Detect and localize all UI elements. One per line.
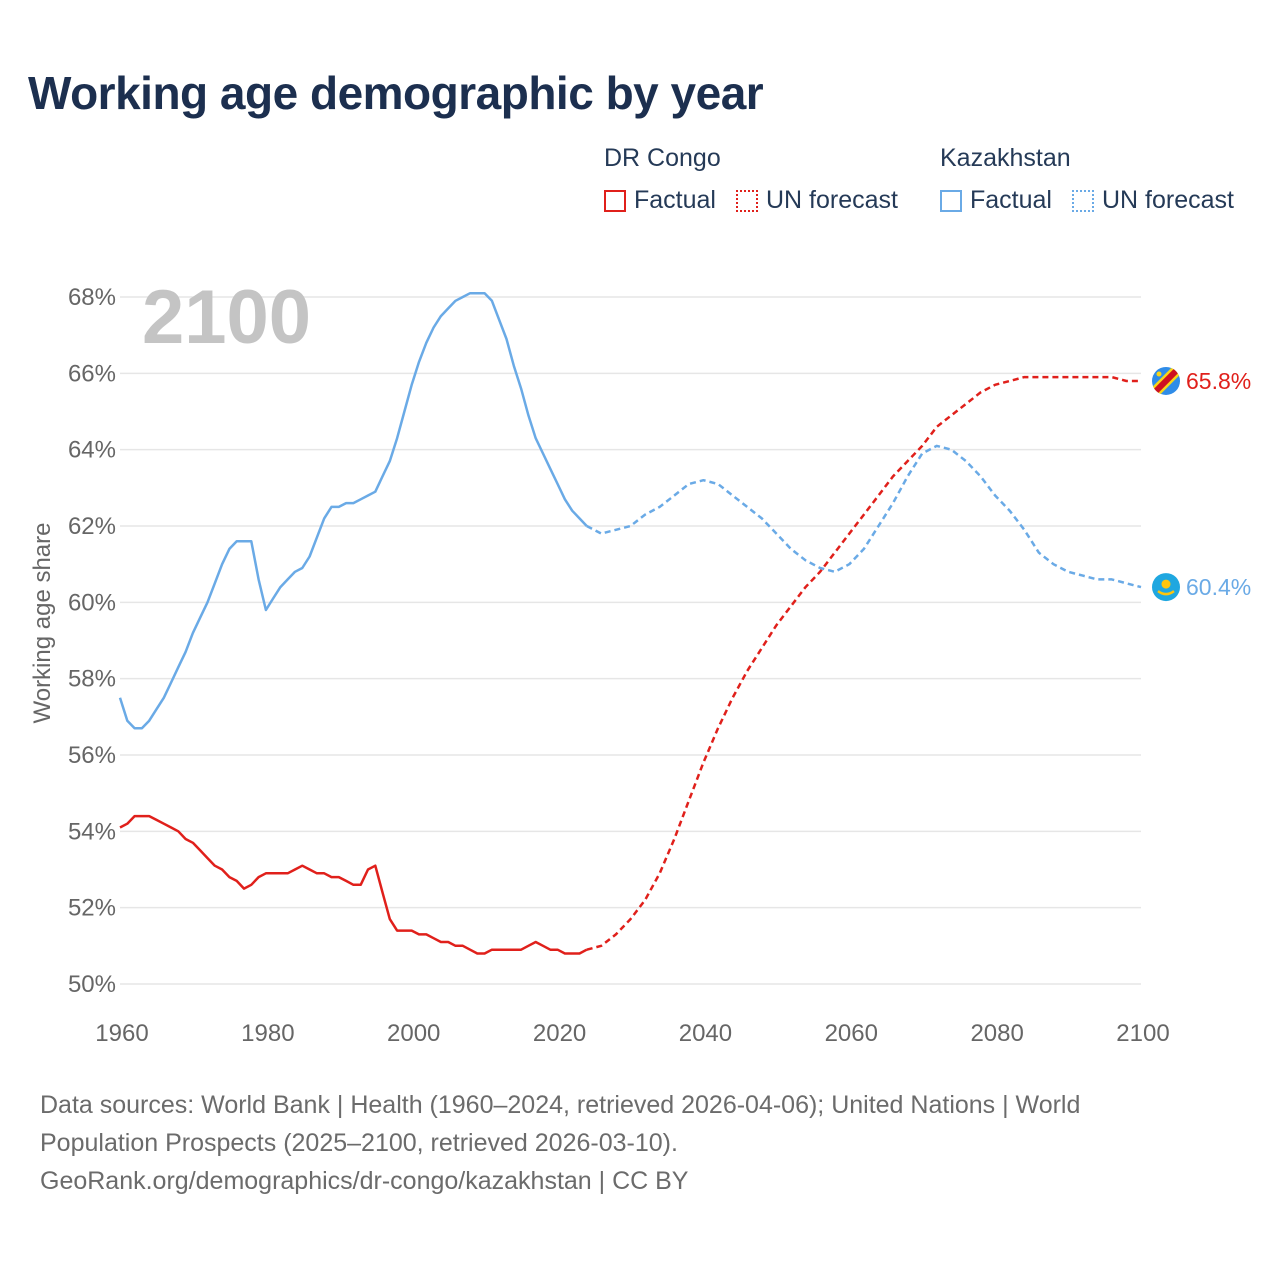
y-tick-label: 50%	[68, 971, 116, 998]
y-tick-label: 64%	[68, 437, 116, 464]
dr-congo-factual-line	[119, 814, 588, 955]
series-lines	[118, 291, 1142, 955]
x-axis-ticks: 1960 1980 2000 2020 2040 2060 2080 2100	[95, 1020, 1169, 1047]
legend-label-forecast: UN forecast	[1102, 186, 1234, 214]
legend-label-factual: Factual	[634, 186, 716, 214]
end-value-label: 65.8%	[1186, 368, 1251, 394]
legend-swatch-dotted	[736, 189, 758, 212]
end-markers: 65.8% 60.4%	[1152, 366, 1251, 602]
x-tick-label: 1980	[241, 1020, 294, 1047]
kazakhstan-factual-line	[118, 291, 588, 730]
x-tick-label: 2060	[825, 1020, 878, 1047]
legend-label-factual: Factual	[970, 186, 1052, 214]
x-tick-label: 1960	[95, 1020, 148, 1047]
x-tick-label: 2100	[1116, 1020, 1169, 1047]
legend-label-forecast: UN forecast	[766, 186, 898, 214]
y-tick-label: 66%	[68, 360, 116, 387]
footer-sources-line-2: Population Prospects (2025–2100, retriev…	[40, 1129, 678, 1157]
end-value-label: 60.4%	[1186, 574, 1251, 600]
x-tick-label: 2020	[533, 1020, 586, 1047]
kazakhstan-forecast-line	[586, 444, 1142, 589]
dr-congo-forecast-line	[586, 375, 1141, 951]
legend-entry-kazakhstan-forecast[interactable]: UN forecast	[1072, 186, 1234, 215]
legend-country-dr-congo: DR Congo	[604, 144, 721, 172]
y-tick-label: 54%	[68, 818, 116, 845]
dr-congo-flag-icon	[1152, 366, 1180, 395]
legend-swatch-solid	[940, 189, 962, 212]
y-tick-label: 62%	[68, 513, 116, 540]
current-year-watermark: 2100	[142, 275, 311, 360]
line-chart: 2100 50% 52% 54% 56% 58% 60% 62% 64% 66% 68% 1960…	[29, 275, 1251, 1047]
legend-country-kazakhstan: Kazakhstan	[940, 144, 1071, 172]
kazakhstan-flag-icon	[1152, 573, 1180, 602]
y-tick-label: 68%	[68, 284, 116, 311]
footer: Data sources: World Bank | Health (1960–…	[40, 1086, 1240, 1200]
grid-lines	[120, 296, 1141, 985]
legend-swatch-solid	[604, 189, 626, 212]
y-axis-ticks: 50% 52% 54% 56% 58% 60% 62% 64% 66% 68%	[68, 284, 116, 998]
y-tick-label: 58%	[68, 666, 116, 693]
legend-entry-dr-congo-factual[interactable]: Factual	[604, 186, 716, 215]
legend-entry-kazakhstan-factual[interactable]: Factual	[940, 186, 1052, 215]
x-tick-label: 2080	[970, 1020, 1023, 1047]
footer-sources-line-1: Data sources: World Bank | Health (1960–…	[40, 1091, 1081, 1119]
chart-title: Working age demographic by year	[28, 67, 764, 119]
y-tick-label: 56%	[68, 742, 116, 769]
x-tick-label: 2000	[387, 1020, 440, 1047]
y-tick-label: 52%	[68, 895, 116, 922]
footer-attribution[interactable]: GeoRank.org/demographics/dr-congo/kazakh…	[40, 1167, 689, 1195]
y-tick-label: 60%	[68, 589, 116, 616]
legend-swatch-dotted	[1072, 189, 1094, 212]
x-tick-label: 2040	[679, 1020, 732, 1047]
legend-entry-dr-congo-forecast[interactable]: UN forecast	[736, 186, 898, 215]
y-axis-label: Working age share	[29, 523, 56, 724]
